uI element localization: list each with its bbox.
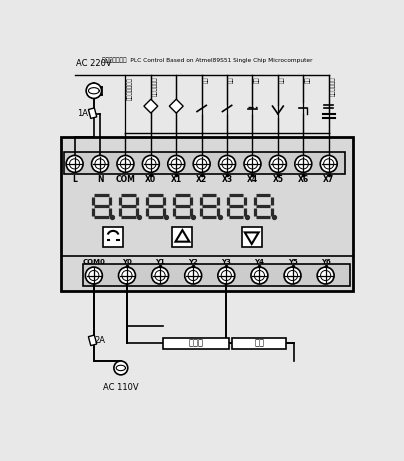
Bar [83, 264, 349, 285]
Circle shape [317, 267, 334, 284]
Text: 右手: 右手 [229, 77, 234, 83]
Polygon shape [144, 99, 158, 113]
Bar [163, 338, 229, 349]
Text: Y1: Y1 [155, 259, 165, 265]
Circle shape [114, 361, 128, 375]
Circle shape [255, 271, 265, 281]
Circle shape [251, 267, 268, 284]
Circle shape [193, 155, 210, 172]
Circle shape [247, 159, 258, 169]
Text: N: N [97, 176, 103, 184]
Bar [64, 152, 345, 174]
Text: 充电保护输出: 充电保护输出 [330, 77, 336, 96]
Circle shape [155, 271, 165, 281]
Circle shape [284, 267, 301, 284]
Polygon shape [175, 230, 189, 242]
Polygon shape [245, 232, 259, 244]
Bar [61, 137, 354, 291]
Circle shape [295, 155, 312, 172]
Text: Y2: Y2 [188, 259, 198, 265]
Circle shape [287, 271, 298, 281]
Text: X2: X2 [196, 176, 207, 184]
Text: 刺钓: 刺钓 [255, 339, 264, 348]
Circle shape [146, 159, 156, 169]
Circle shape [69, 159, 80, 169]
Bar [88, 335, 97, 346]
Circle shape [219, 155, 236, 172]
Circle shape [117, 155, 134, 172]
Circle shape [95, 159, 105, 169]
Text: X5: X5 [272, 176, 283, 184]
Text: X3: X3 [221, 176, 233, 184]
Circle shape [86, 83, 101, 99]
Circle shape [188, 271, 198, 281]
Text: 左手: 左手 [203, 77, 209, 83]
Text: X0: X0 [145, 176, 156, 184]
Text: Y0: Y0 [122, 259, 132, 265]
Circle shape [122, 271, 132, 281]
Text: X6: X6 [298, 176, 309, 184]
Text: 双保阀: 双保阀 [188, 339, 203, 348]
Circle shape [324, 159, 334, 169]
Text: 2A: 2A [95, 337, 105, 345]
Circle shape [171, 159, 181, 169]
Circle shape [89, 271, 99, 281]
Circle shape [273, 159, 283, 169]
Circle shape [221, 271, 231, 281]
Text: Y3: Y3 [221, 259, 231, 265]
Text: COM: COM [116, 176, 135, 184]
Text: 冲床控制器仿真  PLC Control Based on Atmel89S51 Single Chip Microcomputer: 冲床控制器仿真 PLC Control Based on Atmel89S51 … [102, 58, 312, 63]
Text: 制动接近开关: 制动接近开关 [152, 77, 158, 96]
Bar [88, 108, 97, 118]
Circle shape [66, 155, 83, 172]
Circle shape [298, 159, 308, 169]
Circle shape [320, 271, 331, 281]
Text: X1: X1 [170, 176, 182, 184]
Text: 停止: 停止 [254, 77, 260, 83]
Text: Y6: Y6 [321, 259, 330, 265]
Text: 1A: 1A [77, 109, 88, 118]
Circle shape [92, 155, 109, 172]
Text: X7: X7 [323, 176, 335, 184]
Circle shape [218, 267, 235, 284]
Circle shape [118, 267, 135, 284]
Text: Y5: Y5 [288, 259, 297, 265]
Text: 上死点接近开关: 上死点接近开关 [127, 77, 133, 100]
Circle shape [142, 155, 159, 172]
Circle shape [244, 155, 261, 172]
Circle shape [120, 159, 130, 169]
Circle shape [197, 159, 207, 169]
Text: 单次: 单次 [305, 77, 310, 83]
Circle shape [185, 267, 202, 284]
Circle shape [152, 267, 168, 284]
Text: COM0: COM0 [82, 259, 105, 265]
Bar [103, 227, 123, 247]
Bar [173, 227, 192, 247]
Bar [242, 227, 262, 247]
Text: Y4: Y4 [255, 259, 264, 265]
Bar [232, 338, 286, 349]
Circle shape [269, 155, 286, 172]
Circle shape [222, 159, 232, 169]
Text: AC 110V: AC 110V [103, 383, 139, 391]
Text: X4: X4 [247, 176, 258, 184]
Circle shape [85, 267, 102, 284]
Circle shape [168, 155, 185, 172]
Text: AC 220V: AC 220V [76, 59, 112, 68]
Polygon shape [169, 99, 183, 113]
Text: 寸动: 寸动 [280, 77, 285, 83]
Text: L: L [72, 176, 77, 184]
Circle shape [320, 155, 337, 172]
